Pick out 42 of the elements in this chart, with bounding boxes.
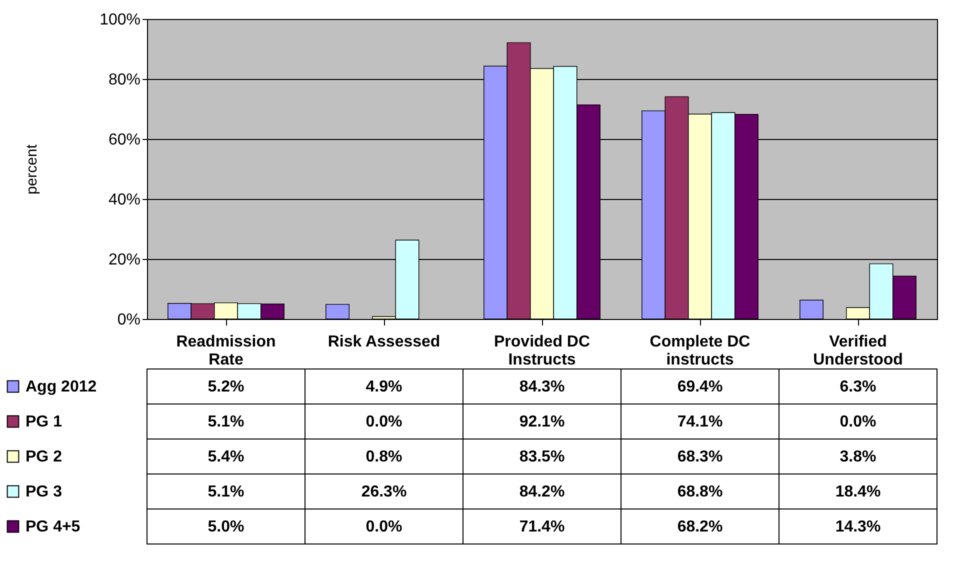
data-label: 69.4%: [677, 378, 723, 396]
y-tick-label: 60%: [108, 132, 140, 148]
y-tick-label: 40%: [108, 192, 140, 208]
y-tick-label: 20%: [108, 252, 140, 268]
legend-label: PG 4+5: [26, 518, 80, 536]
data-label: 14.3%: [835, 518, 881, 536]
data-label: 0.0%: [366, 518, 402, 536]
data-label: 84.2%: [519, 484, 565, 500]
data-label: 26.3%: [361, 484, 407, 500]
data-label: 71.4%: [519, 518, 565, 536]
data-label: 5.4%: [208, 448, 244, 466]
data-label: 0.0%: [366, 414, 402, 430]
data-label: 68.2%: [677, 518, 723, 536]
data-label: 18.4%: [835, 484, 881, 500]
data-label: 5.1%: [208, 484, 244, 500]
data-label: 84.3%: [519, 378, 565, 396]
x-tick-label: Complete DC instructs: [650, 334, 751, 368]
legend-label: PG 2: [26, 448, 62, 466]
legend-label: PG 1: [26, 414, 62, 430]
y-tick-label: 100%: [100, 12, 140, 28]
data-label: 5.1%: [208, 414, 244, 430]
data-label: 3.8%: [840, 448, 876, 466]
x-tick-label: Risk Assessed: [328, 334, 440, 350]
y-axis-title: percent: [24, 144, 41, 195]
data-label: 74.1%: [677, 414, 723, 430]
data-label: 92.1%: [519, 414, 565, 430]
y-tick-label: 0%: [117, 312, 140, 328]
legend-label: Agg 2012: [26, 378, 97, 396]
data-label: 0.8%: [366, 448, 402, 466]
data-label: 5.2%: [208, 378, 244, 396]
y-tick-label: 80%: [108, 72, 140, 88]
data-label: 68.8%: [677, 484, 723, 500]
data-label: 68.3%: [677, 448, 723, 466]
data-label: 0.0%: [840, 414, 876, 430]
data-label: 5.0%: [208, 518, 244, 536]
x-tick-label: Provided DC Instructs: [494, 334, 590, 368]
legend-label: PG 3: [26, 484, 62, 500]
x-tick-label: Readmission Rate: [176, 334, 276, 368]
data-label: 4.9%: [366, 378, 402, 396]
data-label: 83.5%: [519, 448, 565, 466]
x-tick-label: Verified Understood: [813, 334, 903, 368]
data-label: 6.3%: [840, 378, 876, 396]
